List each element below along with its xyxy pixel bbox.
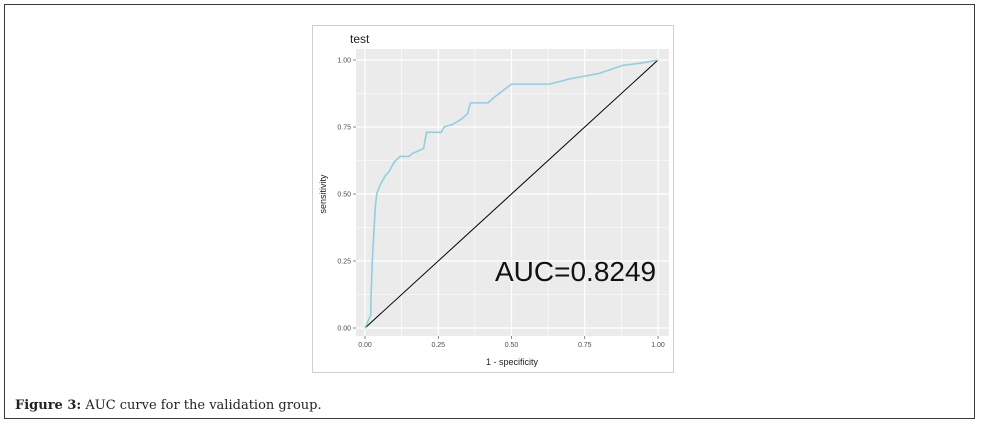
chart-title: test (350, 32, 370, 46)
caption-text: AUC curve for the validation group. (85, 398, 322, 413)
roc-figure: test 0.00 0.25 0.50 0.75 1.00 0.00 0.25 0.50 0.7… (312, 25, 674, 373)
y-tick-label: 0.75 (337, 125, 351, 132)
x-axis-label: 1 - specificity (486, 357, 539, 367)
x-tick-label: 0.50 (505, 342, 519, 349)
axis-ticks: 0.00 0.25 0.50 0.75 1.00 0.00 0.25 0.50 0.75 1.00 (337, 58, 665, 350)
y-tick-label: 0.50 (337, 192, 351, 199)
figure-caption: Figure 3: AUC curve for the validation g… (15, 398, 322, 413)
x-tick-label: 0.75 (578, 342, 592, 349)
gridlines (356, 49, 669, 336)
roc-curve (364, 59, 659, 329)
roc-chart: test 0.00 0.25 0.50 0.75 1.00 0.00 0.25 0.50 0.7… (318, 32, 669, 367)
y-tick-label: 0.25 (337, 259, 351, 266)
y-tick-label: 1.00 (337, 58, 351, 65)
figure-frame: test 0.00 0.25 0.50 0.75 1.00 0.00 0.25 0.50 0.7… (4, 4, 975, 419)
caption-label: Figure 3: (15, 398, 82, 413)
x-tick-label: 0.00 (358, 342, 372, 349)
y-tick-label: 0.00 (337, 326, 351, 333)
x-tick-label: 0.25 (431, 342, 445, 349)
chance-diagonal (364, 59, 659, 329)
auc-annotation: AUC=0.8249 (495, 256, 656, 287)
x-tick-label: 1.00 (651, 342, 665, 349)
y-axis-label: sensitivity (318, 174, 328, 214)
